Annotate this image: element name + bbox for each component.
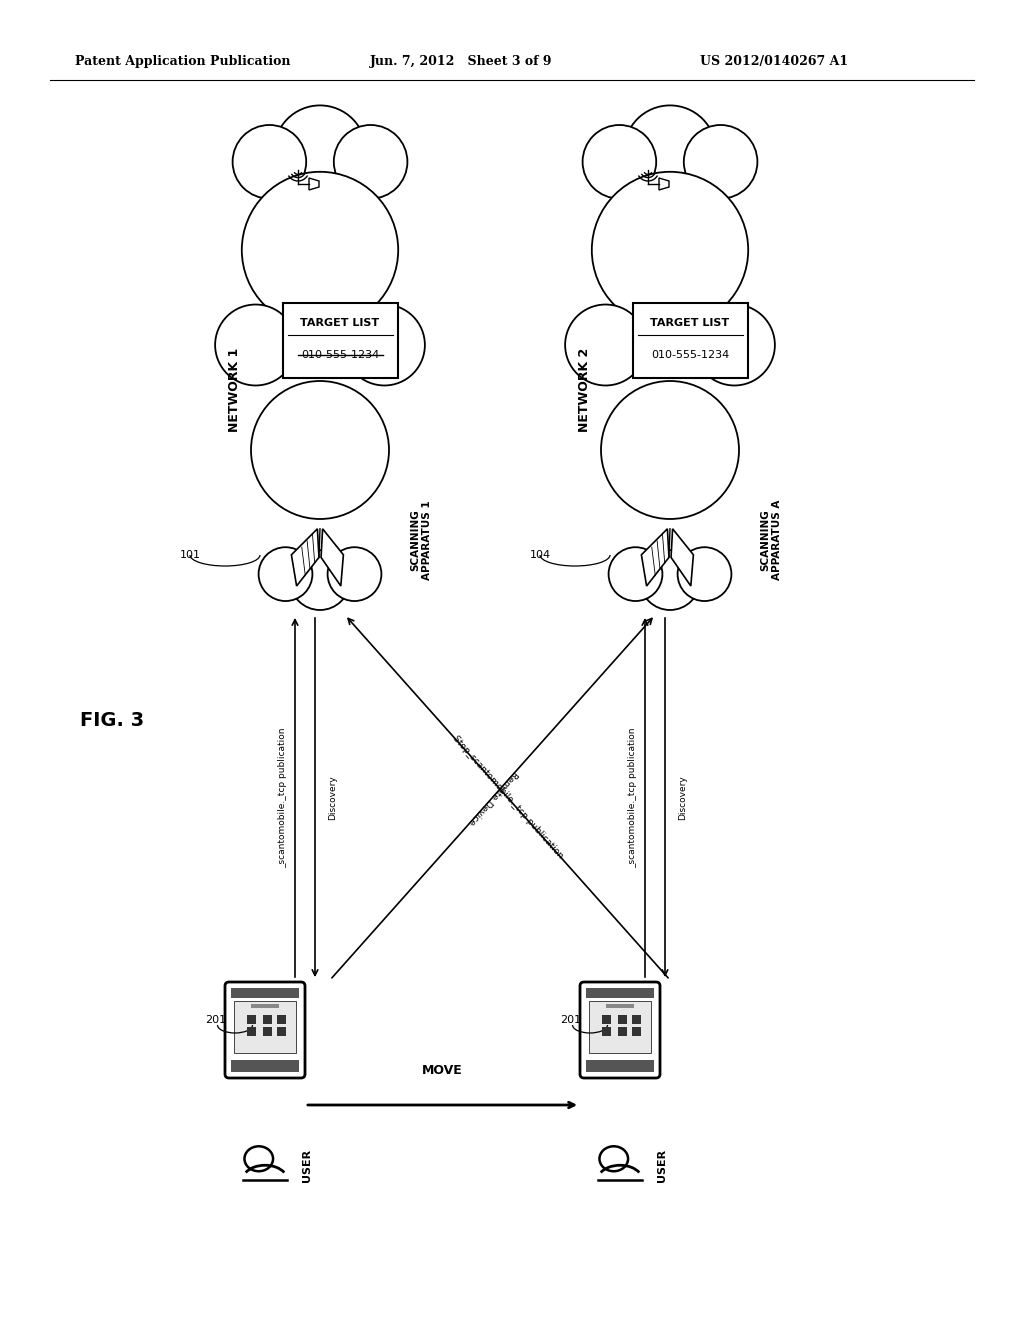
Bar	[622, 1005, 634, 1008]
Circle shape	[583, 125, 656, 198]
Text: _scantomobile._tcp publication: _scantomobile._tcp publication	[629, 727, 638, 867]
Bar	[632, 1015, 640, 1023]
Text: USER: USER	[302, 1148, 312, 1181]
Bar	[614, 1005, 626, 1008]
Text: 010-555-1234: 010-555-1234	[651, 350, 729, 360]
FancyBboxPatch shape	[225, 982, 305, 1078]
Text: 104: 104	[530, 550, 551, 560]
Circle shape	[640, 550, 699, 610]
Circle shape	[274, 106, 366, 198]
Text: Stop_scantomobile._tcp publication: Stop_scantomobile._tcp publication	[451, 734, 564, 861]
Bar	[276, 1027, 286, 1035]
Bar	[251, 1005, 263, 1008]
Bar	[606, 1005, 618, 1008]
FancyBboxPatch shape	[580, 982, 660, 1078]
Polygon shape	[292, 529, 318, 586]
Text: SCANNING
APPARATUS A: SCANNING APPARATUS A	[760, 500, 781, 581]
Bar	[259, 1005, 271, 1008]
Circle shape	[232, 125, 306, 198]
Text: Discovery: Discovery	[329, 775, 338, 820]
Text: _scantomobile._tcp publication: _scantomobile._tcp publication	[279, 727, 288, 867]
Bar	[617, 1015, 627, 1023]
Circle shape	[684, 125, 758, 198]
Circle shape	[328, 548, 381, 601]
Bar	[589, 1001, 651, 1053]
Text: Discovery: Discovery	[679, 775, 687, 820]
Circle shape	[334, 125, 408, 198]
Bar	[231, 987, 299, 998]
Bar	[586, 1060, 654, 1072]
Text: US 2012/0140267 A1: US 2012/0140267 A1	[700, 55, 848, 69]
Circle shape	[601, 381, 739, 519]
Polygon shape	[671, 529, 693, 586]
Circle shape	[290, 550, 350, 610]
Bar	[231, 1060, 299, 1072]
Circle shape	[694, 305, 775, 385]
Circle shape	[624, 106, 716, 198]
Circle shape	[565, 305, 646, 385]
Bar	[632, 1027, 640, 1035]
Bar	[262, 1027, 271, 1035]
Bar	[247, 1027, 256, 1035]
Bar	[283, 302, 397, 378]
Circle shape	[678, 548, 731, 601]
Text: MOVE: MOVE	[422, 1064, 463, 1077]
Circle shape	[344, 305, 425, 385]
Text: Patent Application Publication: Patent Application Publication	[75, 55, 291, 69]
Text: 201: 201	[560, 1015, 582, 1026]
Bar	[262, 1015, 271, 1023]
Text: Remote Device: Remote Device	[466, 768, 519, 826]
Text: TARGET LIST: TARGET LIST	[300, 318, 380, 327]
Text: 201: 201	[205, 1015, 226, 1026]
Text: USER: USER	[657, 1148, 667, 1181]
Text: SCANNING
APPARATUS 1: SCANNING APPARATUS 1	[410, 500, 431, 579]
Text: TARGET LIST: TARGET LIST	[650, 318, 729, 327]
Bar	[601, 1015, 610, 1023]
Text: NETWORK 2: NETWORK 2	[579, 348, 592, 432]
Bar	[601, 1027, 610, 1035]
Bar	[247, 1015, 256, 1023]
Circle shape	[592, 172, 749, 329]
Circle shape	[251, 381, 389, 519]
Circle shape	[242, 172, 398, 329]
Text: 010-555-1234: 010-555-1234	[301, 350, 379, 360]
Bar	[586, 987, 654, 998]
Text: 101: 101	[180, 550, 201, 560]
Circle shape	[215, 305, 296, 385]
Text: Jun. 7, 2012   Sheet 3 of 9: Jun. 7, 2012 Sheet 3 of 9	[370, 55, 553, 69]
Circle shape	[608, 548, 663, 601]
Text: FIG. 3: FIG. 3	[80, 710, 144, 730]
Bar	[633, 302, 748, 378]
Polygon shape	[322, 529, 343, 586]
Circle shape	[259, 548, 312, 601]
Polygon shape	[641, 529, 669, 586]
Bar	[267, 1005, 279, 1008]
Bar	[276, 1015, 286, 1023]
Bar	[617, 1027, 627, 1035]
Text: NETWORK 1: NETWORK 1	[228, 348, 242, 432]
Bar	[234, 1001, 296, 1053]
